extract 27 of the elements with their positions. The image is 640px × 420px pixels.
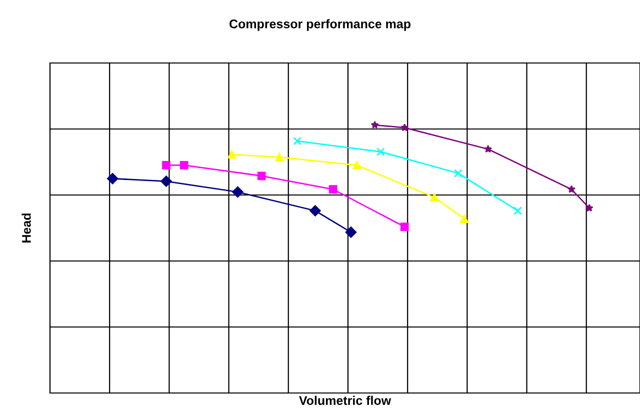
point — [376, 148, 385, 156]
point — [430, 193, 439, 202]
point — [514, 206, 522, 215]
point — [228, 150, 236, 159]
point — [460, 214, 468, 223]
point — [454, 169, 462, 178]
x-axis-title: Volumetric flow — [299, 396, 392, 405]
point — [232, 186, 244, 198]
point — [310, 205, 321, 216]
point — [585, 204, 594, 212]
point — [180, 161, 188, 170]
point — [257, 172, 266, 180]
point — [352, 161, 362, 170]
point — [400, 124, 409, 132]
point — [400, 222, 409, 232]
point — [162, 161, 170, 170]
point — [106, 172, 118, 184]
point — [345, 226, 357, 238]
y-axis-title: Head — [22, 214, 31, 242]
point — [567, 185, 576, 193]
point — [328, 185, 338, 194]
point — [370, 120, 379, 129]
point — [293, 136, 302, 146]
point — [484, 144, 492, 153]
point — [275, 152, 284, 162]
chart-title: Compressor performance map — [230, 19, 410, 31]
point — [160, 176, 172, 187]
